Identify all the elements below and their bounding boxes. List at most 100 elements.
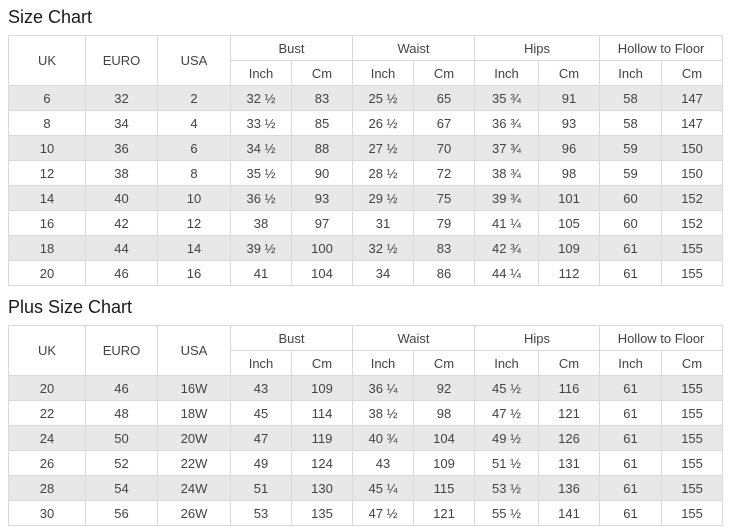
table-cell: 47: [230, 425, 292, 451]
size-chart-header: UK EURO USA Bust Waist Hips Hollow to Floor Inc…: [8, 35, 724, 86]
table-cell: 130: [290, 475, 354, 501]
table-cell: 61: [599, 425, 663, 451]
table-cell: 24: [8, 425, 86, 451]
table-cell: 83: [413, 235, 476, 261]
table-cell: 155: [661, 450, 724, 476]
table-cell: 22: [8, 400, 86, 426]
table-cell: 135: [290, 500, 354, 526]
table-cell: 52: [85, 450, 158, 476]
table-cell: 31: [352, 210, 415, 236]
table-cell: 126: [538, 425, 601, 451]
table-cell: 18: [8, 235, 86, 261]
table-cell: 90: [290, 160, 354, 186]
table-cell: 36 ¾: [474, 110, 540, 136]
column-header: EURO: [85, 325, 158, 376]
table-cell: 70: [413, 135, 476, 161]
table-cell: 150: [661, 135, 724, 161]
table-cell: 109: [413, 450, 476, 476]
unit-header: Cm: [290, 60, 354, 86]
group-header: Bust: [229, 35, 354, 61]
table-cell: 61: [599, 475, 663, 501]
table-cell: 61: [599, 235, 663, 261]
plus-size-chart-table: UK EURO USA Bust Waist Hips Hollow to Floor Inc…: [8, 325, 724, 526]
table-cell: 109: [290, 375, 354, 401]
table-cell: 45 ½: [474, 375, 540, 401]
table-cell: 51: [230, 475, 292, 501]
table-cell: 55 ½: [474, 500, 540, 526]
plus-size-chart-body: 20 46 16W 43 109 36 ¼ 92 45 ½ 116 61 155 22 48 18W 45 1…: [8, 375, 724, 526]
table-cell: 10: [8, 135, 86, 161]
table-cell: 47 ½: [352, 500, 415, 526]
table-cell: 131: [538, 450, 601, 476]
table-row: 18 44 14 39 ½ 100 32 ½ 83 42 ¾ 109 61 155: [8, 235, 724, 261]
table-cell: 20W: [157, 425, 231, 451]
table-cell: 155: [661, 425, 724, 451]
table-cell: 155: [661, 260, 724, 286]
column-header: EURO: [85, 35, 158, 86]
table-cell: 112: [538, 260, 601, 286]
table-cell: 10: [157, 185, 231, 211]
table-cell: 50: [85, 425, 158, 451]
table-cell: 16: [157, 260, 231, 286]
table-cell: 104: [413, 425, 476, 451]
unit-header: Cm: [538, 350, 601, 376]
table-cell: 147: [661, 110, 724, 136]
unit-header: Inch: [599, 350, 663, 376]
table-cell: 24W: [157, 475, 231, 501]
table-cell: 12: [157, 210, 231, 236]
header-row: UK EURO USA Bust Waist Hips Hollow to Floor: [8, 35, 724, 86]
subheader-row: Inch Cm Inch Cm Inch Cm Inch Cm: [9, 60, 724, 86]
table-cell: 60: [599, 210, 663, 236]
table-row: 26 52 22W 49 124 43 109 51 ½ 131 61 155: [8, 450, 724, 476]
table-cell: 12: [8, 160, 86, 186]
table-cell: 56: [85, 500, 158, 526]
table-cell: 75: [413, 185, 476, 211]
table-row: 20 46 16W 43 109 36 ¼ 92 45 ½ 116 61 155: [8, 375, 724, 401]
table-cell: 155: [661, 475, 724, 501]
table-cell: 61: [599, 450, 663, 476]
table-cell: 121: [538, 400, 601, 426]
table-cell: 85: [290, 110, 354, 136]
column-header: UK: [8, 35, 86, 86]
table-cell: 44 ¼: [474, 260, 540, 286]
table-cell: 79: [413, 210, 476, 236]
table-cell: 59: [599, 135, 663, 161]
table-cell: 16W: [157, 375, 231, 401]
table-cell: 34: [352, 260, 415, 286]
column-header: UK: [8, 325, 86, 376]
table-row: 16 42 12 38 97 31 79 41 ¼ 105 60 152: [8, 210, 724, 236]
table-cell: 6: [157, 135, 231, 161]
table-cell: 98: [538, 160, 601, 186]
table-cell: 91: [538, 85, 601, 111]
table-cell: 26 ½: [352, 110, 415, 136]
size-chart-section: Size Chart UK EURO USA Bust Waist Hips Hollow …: [8, 6, 724, 286]
unit-header: Cm: [661, 350, 724, 376]
table-row: 28 54 24W 51 130 45 ¼ 115 53 ½ 136 61 155: [8, 475, 724, 501]
unit-header: Inch: [230, 60, 292, 86]
table-row: 30 56 26W 53 135 47 ½ 121 55 ½ 141 61 155: [8, 500, 724, 526]
table-cell: 30: [8, 500, 86, 526]
table-cell: 115: [413, 475, 476, 501]
table-cell: 45: [230, 400, 292, 426]
table-cell: 41 ¼: [474, 210, 540, 236]
table-cell: 29 ½: [352, 185, 415, 211]
table-cell: 40 ¾: [352, 425, 415, 451]
table-cell: 38: [230, 210, 292, 236]
table-cell: 41: [230, 260, 292, 286]
table-cell: 155: [661, 400, 724, 426]
table-cell: 46: [85, 375, 158, 401]
table-cell: 141: [538, 500, 601, 526]
group-header: Hollow to Floor: [599, 35, 724, 61]
table-cell: 152: [661, 210, 724, 236]
table-cell: 155: [661, 235, 724, 261]
unit-header: Inch: [352, 350, 415, 376]
unit-header: Inch: [230, 350, 292, 376]
table-cell: 61: [599, 400, 663, 426]
table-cell: 4: [157, 110, 231, 136]
table-cell: 93: [538, 110, 601, 136]
table-cell: 61: [599, 260, 663, 286]
table-cell: 8: [8, 110, 86, 136]
table-cell: 121: [413, 500, 476, 526]
table-cell: 119: [290, 425, 354, 451]
table-row: 20 46 16 41 104 34 86 44 ¼ 112 61 155: [8, 260, 724, 286]
